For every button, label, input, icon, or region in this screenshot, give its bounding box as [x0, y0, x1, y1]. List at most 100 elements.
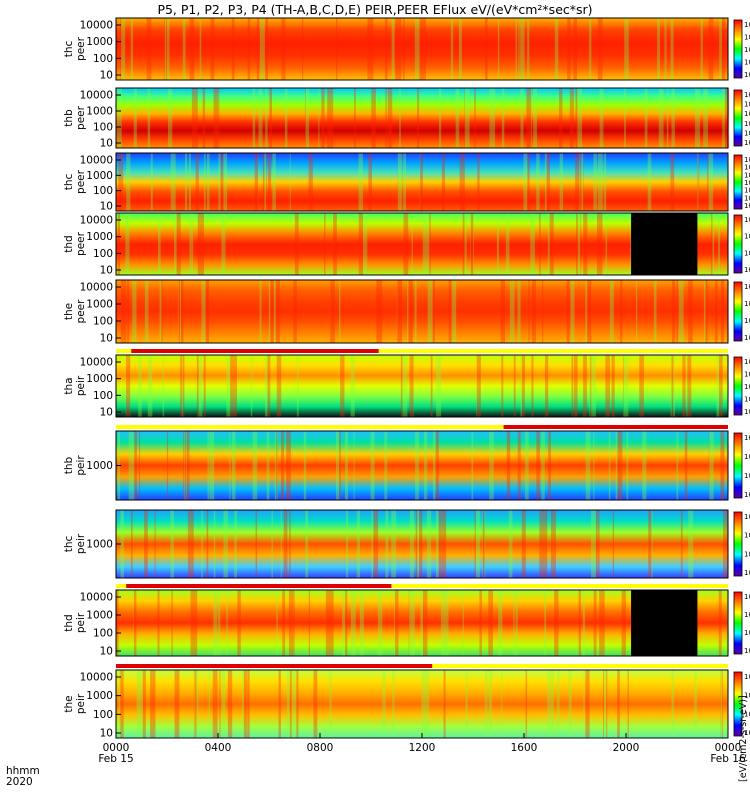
colorbar-tick-label: 108 [744, 512, 750, 521]
spectrogram-striations [120, 280, 724, 343]
colorbar: 108107106105104103 [733, 89, 750, 147]
x-tick-label: 0400 [205, 742, 232, 754]
y-tick-label: 10000 [80, 90, 113, 102]
panel-species-label: peer [75, 36, 87, 61]
x-tick-label: 1600 [511, 742, 538, 754]
y-tick-label: 100 [93, 185, 113, 197]
colorbar: 108107106105104103102 [733, 154, 750, 210]
panel-probe-label: thd [63, 614, 75, 631]
colorbar-tick-label: 105 [744, 119, 750, 128]
spectrogram-image [116, 213, 728, 275]
x-tick-label: 0000 [715, 742, 742, 754]
flag-bar-background [116, 349, 728, 353]
flag-bar-background [116, 425, 728, 429]
colorbar: 108 106 104 102 [733, 432, 750, 499]
panel-frame [115, 212, 729, 276]
colorbar-tick-label: 106 [744, 610, 750, 619]
spectrogram-image [116, 590, 728, 656]
colorbar-tick-label: 104 [744, 128, 750, 137]
colorbar: 108 106 104 102 [733, 214, 750, 274]
panel-frame [115, 589, 729, 657]
panel-probe-label: thc [63, 536, 75, 553]
panel-species-label: peir [75, 455, 87, 476]
y-tick-label: 1000 [86, 170, 113, 182]
y-tick-label: 10000 [80, 592, 113, 604]
y-tick-label: 10 [100, 265, 113, 277]
y-tick-label: 1000 [86, 373, 113, 385]
y-tick-label: 1000 [86, 299, 113, 311]
y-tick-label: 10 [100, 333, 113, 345]
spectrogram-image [116, 670, 728, 738]
colorbar-tick-label: 104 [744, 316, 750, 325]
colorbar-tick-label: 106 [744, 170, 750, 179]
colorbar-tick-label: 108 [744, 155, 750, 164]
colorbar-tick-label: 108 [744, 357, 750, 366]
y-tick-label: 10000 [80, 672, 113, 684]
colorbar-tick-label: 102 [744, 333, 750, 342]
y-tick-label: 100 [93, 390, 113, 402]
x-tick-date-label: Feb 15 [98, 753, 133, 765]
y-tick-label: 100 [93, 316, 113, 328]
flag-bar [131, 349, 379, 353]
panel-species-label: peir [75, 375, 87, 396]
spectrogram-striations [118, 153, 729, 211]
colorbar-tick-label: 105 [744, 178, 750, 187]
colorbar-tick-label: 107 [744, 100, 750, 109]
spectrogram-image [116, 431, 728, 500]
colorbar-tick-label: 104 [744, 382, 750, 391]
y-tick-label: 100 [93, 628, 113, 640]
panel-frame [115, 279, 729, 344]
colorbar-tick-label: 106 [744, 370, 750, 379]
colorbar-tick-label: 102 [744, 70, 750, 79]
flag-bar [503, 425, 728, 429]
panel-frame [115, 152, 729, 212]
y-tick-label: 1000 [86, 231, 113, 243]
colorbar-tick-label: 106 [744, 299, 750, 308]
spectrogram-striations [120, 18, 726, 80]
colorbar-tick-label: 106 [744, 531, 750, 540]
colorbar-tick-label: 100 [744, 407, 750, 416]
y-tick-label: 10000 [80, 215, 113, 227]
colorbar-tick-label: 102 [744, 646, 750, 655]
panel-species-label: peer [75, 231, 87, 256]
y-tick-label: 10 [100, 138, 113, 150]
panel-probe-label: thd [63, 235, 75, 252]
colorbar-tick-label: 106 [744, 691, 750, 700]
colorbar-tick-label: 108 [744, 90, 750, 99]
colorbar-tick-label: 102 [744, 201, 750, 210]
panel-frame [115, 87, 729, 149]
colorbar: 108 106 104 102 [733, 671, 750, 737]
y-tick-label: 10 [100, 201, 113, 213]
panel-group: 10100100010000thcpeer1061051041031021010… [63, 17, 750, 740]
y-tick-label: 1000 [86, 106, 113, 118]
panel-probe-label: tha [63, 377, 75, 394]
panel-frame [115, 17, 729, 81]
panel-species-label: peer [75, 105, 87, 130]
spectrogram-striations [120, 510, 728, 578]
spectrogram-striations [125, 355, 723, 417]
missing-data-block [631, 213, 698, 275]
panel-probe-label: thc [63, 174, 75, 191]
colorbar-tick-label: 104 [744, 628, 750, 637]
y-tick-label: 100 [93, 122, 113, 134]
panel-probe-label: thb [63, 456, 75, 474]
colorbar-tick-label: 103 [744, 193, 750, 202]
colorbar-tick-label: 106 [744, 20, 750, 29]
colorbar-tick-label: 106 [744, 232, 750, 241]
flag-bar [126, 584, 392, 588]
colorbar-tick-label: 108 [744, 592, 750, 601]
colorbar-tick-label: 102 [744, 265, 750, 274]
colorbar: 108 106 104 102 [733, 511, 750, 577]
y-tick-label: 10 [100, 728, 113, 740]
colorbar-tick-label: 102 [744, 395, 750, 404]
x-tick-label: 0800 [307, 742, 334, 754]
x-tick-label: 2000 [613, 742, 640, 754]
colorbar-tick-label: 108 [744, 433, 750, 442]
